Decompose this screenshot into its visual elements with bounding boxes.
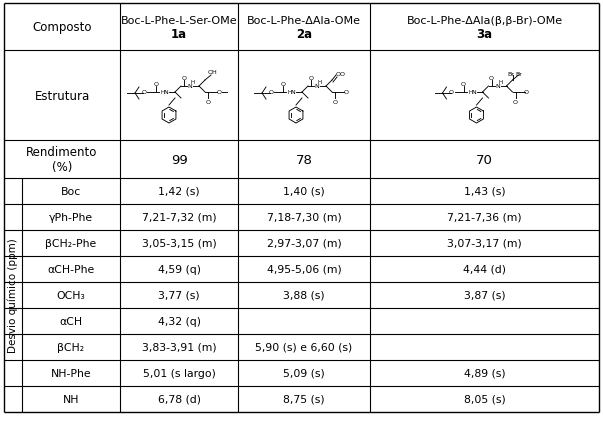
Text: O: O [461,81,466,86]
Text: 5,09 (s): 5,09 (s) [283,368,325,378]
Text: 7,18-7,30 (m): 7,18-7,30 (m) [267,213,341,222]
Text: 4,95-5,06 (m): 4,95-5,06 (m) [267,265,341,274]
Text: 1,40 (s): 1,40 (s) [283,187,325,196]
Text: αCH-Phe: αCH-Phe [48,265,95,274]
Text: Boc-L-Phe-ΔAla-OMe: Boc-L-Phe-ΔAla-OMe [247,15,361,26]
Text: 1a: 1a [171,28,187,41]
Text: 3a: 3a [476,28,493,41]
Text: O: O [339,71,344,76]
Text: O: O [309,75,314,81]
Text: 3,83-3,91 (m): 3,83-3,91 (m) [142,342,216,352]
Text: 4,44 (d): 4,44 (d) [463,265,506,274]
Text: Br: Br [507,71,514,76]
Text: 4,32 (q): 4,32 (q) [157,316,201,326]
Text: OH: OH [207,70,217,75]
Text: 3,87 (s): 3,87 (s) [464,290,505,300]
Text: 7,21-7,32 (m): 7,21-7,32 (m) [142,213,216,222]
Text: H: H [161,90,165,95]
Text: 3,77 (s): 3,77 (s) [158,290,200,300]
Text: 70: 70 [476,153,493,166]
Text: βCH₂-Phe: βCH₂-Phe [45,239,96,248]
Text: NH-Phe: NH-Phe [51,368,91,378]
Text: Estrutura: Estrutura [34,89,90,102]
Text: N: N [315,84,320,89]
Text: O: O [206,99,210,104]
Text: N: N [163,90,168,95]
Text: γPh-Phe: γPh-Phe [49,213,93,222]
Text: Br: Br [515,71,522,76]
Text: 3,88 (s): 3,88 (s) [283,290,325,300]
Text: O: O [524,90,529,95]
Text: H: H [499,81,502,85]
Text: Composto: Composto [32,21,92,34]
Text: 8,05 (s): 8,05 (s) [464,394,505,404]
Text: NH: NH [63,394,79,404]
Text: O: O [335,71,341,76]
Text: H: H [318,81,322,85]
Text: 2a: 2a [296,28,312,41]
Text: N: N [495,84,500,89]
Text: 3,07-3,17 (m): 3,07-3,17 (m) [447,239,522,248]
Text: βCH₂: βCH₂ [57,342,84,352]
Text: 1,43 (s): 1,43 (s) [464,187,505,196]
Text: O: O [142,90,147,95]
Text: Boc-L-Phe-ΔAla(β,β-Br)-OMe: Boc-L-Phe-ΔAla(β,β-Br)-OMe [406,15,563,26]
Text: 2,97-3,07 (m): 2,97-3,07 (m) [267,239,341,248]
Text: N: N [471,90,476,95]
Text: O: O [513,99,518,104]
Text: N: N [188,84,192,89]
Text: O: O [489,75,494,81]
Text: H: H [191,81,195,85]
Text: O: O [280,81,285,86]
Text: 8,75 (s): 8,75 (s) [283,394,325,404]
Text: 99: 99 [171,153,188,166]
Text: O: O [332,99,338,104]
Text: Boc-L-Phe-L-Ser-OMe: Boc-L-Phe-L-Ser-OMe [121,15,238,26]
Text: 3,05-3,15 (m): 3,05-3,15 (m) [142,239,216,248]
Text: 5,90 (s) e 6,60 (s): 5,90 (s) e 6,60 (s) [256,342,353,352]
Text: H: H [469,90,473,95]
Text: 78: 78 [295,153,312,166]
Text: O: O [268,90,274,95]
Text: O: O [154,81,159,86]
Text: 6,78 (d): 6,78 (d) [157,394,201,404]
Text: Boc: Boc [61,187,81,196]
Text: Rendimento
(%): Rendimento (%) [27,146,98,173]
Text: O: O [216,90,221,95]
Text: 1,42 (s): 1,42 (s) [158,187,200,196]
Text: 4,59 (q): 4,59 (q) [157,265,201,274]
Text: αCH: αCH [60,316,83,326]
Text: 5,01 (s largo): 5,01 (s largo) [142,368,215,378]
Text: Desvio químico (ppm): Desvio químico (ppm) [8,238,18,353]
Text: 7,21-7,36 (m): 7,21-7,36 (m) [447,213,522,222]
Text: OCH₃: OCH₃ [57,290,86,300]
Text: N: N [291,90,295,95]
Text: H: H [288,90,292,95]
Text: O: O [449,90,454,95]
Text: 4,89 (s): 4,89 (s) [464,368,505,378]
Text: O: O [344,90,349,95]
Text: O: O [182,75,186,81]
